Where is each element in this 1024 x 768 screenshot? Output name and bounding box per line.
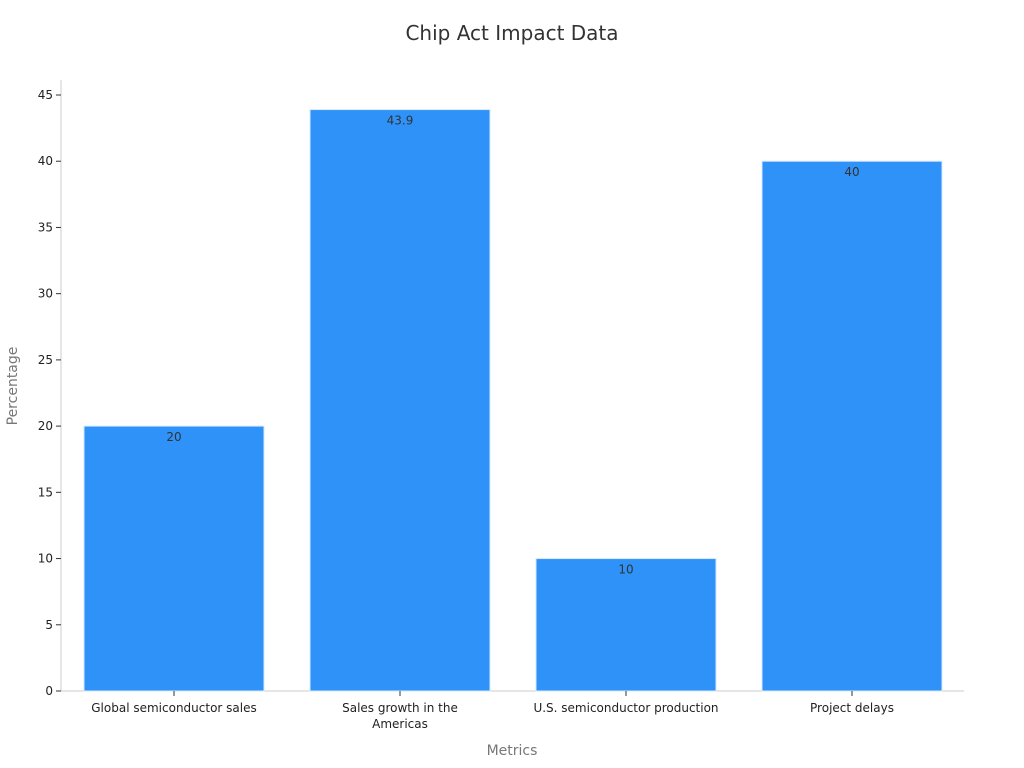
bar: [309, 109, 491, 692]
data-label: 43.9: [387, 114, 414, 128]
chart-title: Chip Act Impact Data: [405, 21, 618, 45]
x-tick-label-line: U.S. semiconductor production: [533, 701, 718, 715]
data-label: 40: [844, 165, 859, 179]
x-tick-label: Global semiconductor sales: [91, 701, 257, 715]
y-tick-label: 40: [38, 154, 53, 168]
x-tick-label: U.S. semiconductor production: [533, 701, 718, 715]
x-tick-label: Project delays: [810, 701, 894, 715]
y-tick-label: 35: [38, 220, 53, 234]
x-tick-label-line: Project delays: [810, 701, 894, 715]
x-tick-label-line: Americas: [372, 717, 428, 731]
plot-area: 0 5 10 15 20 25 30 35 40 45 20 Global semiconductor…: [38, 80, 964, 731]
y-tick-label: 5: [45, 618, 53, 632]
y-tick-label: 30: [38, 287, 53, 301]
x-tick-label-line: Sales growth in the: [342, 701, 458, 715]
y-tick-label: 20: [38, 419, 53, 433]
y-axis-label: Percentage: [5, 347, 21, 426]
y-tick-label: 45: [38, 88, 53, 102]
bar: [83, 425, 265, 692]
data-label: 10: [618, 563, 633, 577]
bar: [535, 558, 717, 692]
data-label: 20: [166, 430, 181, 444]
y-tick-label: 15: [38, 485, 53, 499]
y-tick-label: 25: [38, 353, 53, 367]
y-tick-label: 0: [45, 684, 53, 698]
x-tick-label-line: Global semiconductor sales: [91, 701, 257, 715]
x-axis-label: Metrics: [487, 743, 538, 759]
y-tick-label: 10: [38, 552, 53, 566]
x-tick-label: Sales growth in the Americas: [342, 701, 458, 731]
bar: [761, 160, 943, 692]
